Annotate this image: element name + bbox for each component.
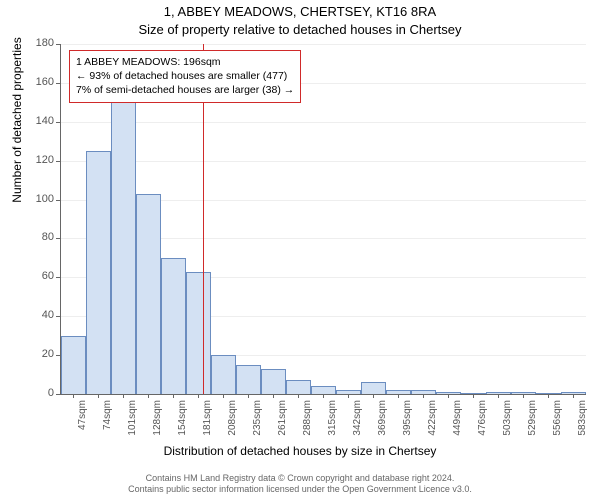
bar xyxy=(561,392,586,394)
y-tick-label: 140 xyxy=(14,115,54,127)
bar xyxy=(186,272,211,395)
bar xyxy=(461,393,486,394)
bar xyxy=(486,392,511,394)
y-tick-label: 100 xyxy=(14,193,54,205)
bar xyxy=(311,386,336,394)
page-title-line1: 1, ABBEY MEADOWS, CHERTSEY, KT16 8RA xyxy=(0,4,600,19)
bar xyxy=(511,392,536,394)
footer-line2: Contains public sector information licen… xyxy=(0,484,600,496)
bar xyxy=(86,151,111,394)
bar xyxy=(411,390,436,394)
bar xyxy=(211,355,236,394)
bar xyxy=(136,194,161,394)
bar xyxy=(536,393,561,394)
bar xyxy=(436,392,461,394)
bar xyxy=(236,365,261,394)
y-tick-label: 0 xyxy=(14,387,54,399)
x-axis-label: Distribution of detached houses by size … xyxy=(0,444,600,458)
grid-line xyxy=(61,161,586,162)
y-tick-label: 20 xyxy=(14,348,54,360)
bar xyxy=(61,336,86,394)
grid-line xyxy=(61,122,586,123)
y-tick-label: 60 xyxy=(14,270,54,282)
bar xyxy=(261,369,286,394)
y-tick-label: 180 xyxy=(14,37,54,49)
bar xyxy=(386,390,411,394)
annotation-box: 1 ABBEY MEADOWS: 196sqm← 93% of detached… xyxy=(69,50,301,103)
footer-line1: Contains HM Land Registry data © Crown c… xyxy=(0,473,600,485)
page-title-line2: Size of property relative to detached ho… xyxy=(0,22,600,37)
bar xyxy=(361,382,386,394)
annotation-line: 1 ABBEY MEADOWS: 196sqm xyxy=(76,55,294,69)
bar xyxy=(336,390,361,394)
annotation-line: 7% of semi-detached houses are larger (3… xyxy=(76,83,294,97)
y-tick-label: 120 xyxy=(14,154,54,166)
chart-plot-area: 1 ABBEY MEADOWS: 196sqm← 93% of detached… xyxy=(60,44,586,395)
footer-attribution: Contains HM Land Registry data © Crown c… xyxy=(0,473,600,496)
bar xyxy=(111,73,136,394)
y-tick-label: 80 xyxy=(14,231,54,243)
bar xyxy=(161,258,186,394)
y-tick-label: 40 xyxy=(14,309,54,321)
y-tick-label: 160 xyxy=(14,76,54,88)
bar xyxy=(286,380,311,394)
annotation-line: ← 93% of detached houses are smaller (47… xyxy=(76,69,294,83)
grid-line xyxy=(61,44,586,45)
